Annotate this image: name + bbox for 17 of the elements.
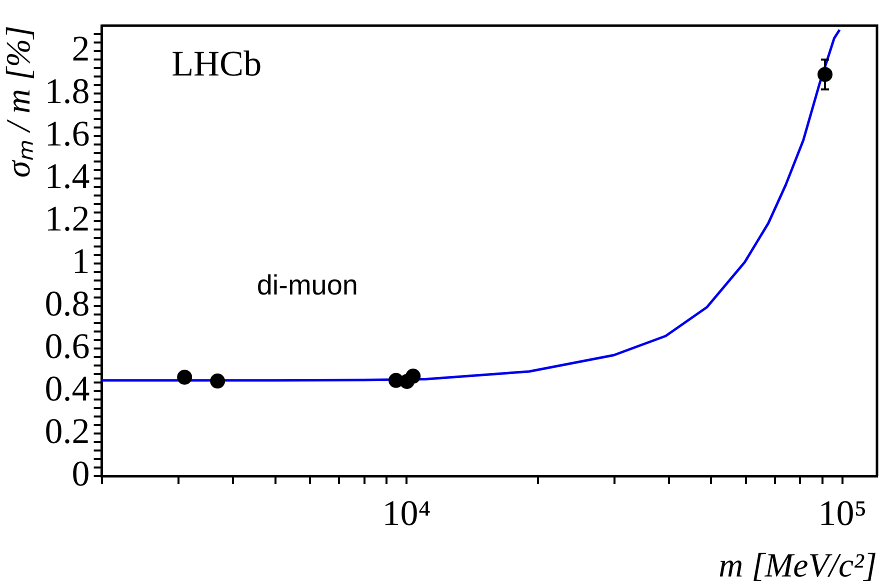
y-tick-label: 1.8: [44, 71, 90, 112]
x-tick-label: 10⁵: [818, 493, 867, 534]
y-tick-label: 1.2: [44, 198, 90, 239]
y-tick-label: 0.4: [44, 368, 90, 408]
y-tick-label: 0.8: [44, 283, 90, 324]
annotation: LHCb: [172, 44, 262, 84]
y-tick-label: 1.4: [44, 156, 90, 196]
x-axis-title: m [MeV/c²]: [718, 548, 877, 585]
y-tick-label: 2: [72, 28, 90, 69]
y-tick-label: 0.2: [44, 410, 90, 451]
y-tick-label: 0.6: [44, 326, 90, 366]
y-tick-label: 1: [72, 241, 90, 281]
x-tick-label: 10⁴: [382, 493, 431, 534]
y-tick-label: 0: [72, 453, 90, 494]
y-axis-title: σₘ / m [%]: [0, 26, 38, 178]
annotation: di-muon: [256, 270, 358, 301]
y-tick-label: 1.6: [44, 114, 90, 154]
